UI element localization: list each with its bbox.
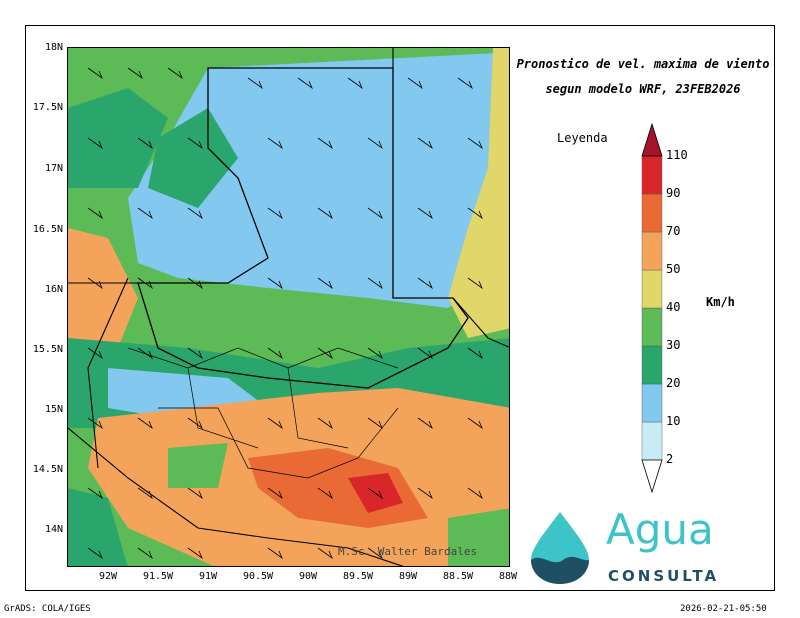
neighbor-border: [68, 48, 509, 469]
color-bar-label: 30: [666, 338, 681, 352]
color-bar-segment: [641, 155, 663, 195]
lon-label: 89.5W: [342, 571, 374, 582]
color-bar-label: 10: [666, 414, 681, 428]
pacific-coastline: [68, 427, 404, 566]
wind-field-layer: [68, 48, 509, 566]
lat-label: 14.5N: [32, 464, 63, 475]
lat-label: 15.5N: [32, 344, 63, 355]
color-bar: [641, 122, 663, 494]
moderate-wind-southeast: [448, 508, 509, 566]
color-bar-label: 70: [666, 224, 681, 238]
agua-consulta-logo: [531, 512, 589, 584]
color-bar-segment: [641, 193, 663, 233]
timestamp: 2026-02-21-05:50: [680, 604, 767, 614]
color-bar-label: 110: [666, 148, 688, 162]
moderate-wind-patch: [148, 108, 238, 208]
color-bar-label: 90: [666, 186, 681, 200]
color-bar-label: 40: [666, 300, 681, 314]
legend-title: Leyenda: [557, 131, 608, 145]
color-bar-label: 20: [666, 376, 681, 390]
department-borders: [127, 347, 399, 479]
color-bar-bottom-arrow: [641, 459, 663, 494]
lon-label: 89W: [398, 571, 418, 582]
lat-label: 16N: [44, 284, 63, 295]
color-bar-label: 2: [666, 452, 674, 466]
wind-speed-map: [67, 47, 510, 567]
lat-label: 16.5N: [32, 224, 63, 235]
lat-label: 18N: [44, 42, 63, 53]
logo-subtitle: CONSULTA: [608, 567, 720, 585]
lat-label: 14N: [44, 524, 63, 535]
lon-label: 90W: [298, 571, 318, 582]
color-bar-segment: [641, 269, 663, 309]
moderate-wind-south-patch: [168, 443, 228, 488]
low-wind-zone-north: [128, 53, 498, 308]
color-bar-segment: [641, 421, 663, 461]
color-bar-segment: [641, 307, 663, 347]
map-title-line2: segun modelo WRF, 23FEB2026: [545, 82, 741, 96]
lon-label: 91.5W: [142, 571, 174, 582]
strong-wind-west: [68, 228, 138, 348]
map-author: M.Sc. Walter Bardales: [338, 545, 478, 558]
color-bar-label: 50: [666, 262, 681, 276]
color-bar-segment: [641, 231, 663, 271]
map-title-line1: Pronostico de vel. maxima de viento: [516, 57, 770, 71]
lon-label: 88.5W: [442, 571, 474, 582]
lat-label: 17.5N: [32, 102, 63, 113]
lon-label: 91W: [198, 571, 218, 582]
moderate-wind-west: [68, 88, 168, 188]
color-bar-segment: [641, 383, 663, 423]
wind-barbs: [87, 67, 483, 560]
strong-wind-east: [448, 48, 509, 338]
logo-wordmark: Agua: [606, 505, 714, 554]
lat-label: 15N: [44, 404, 63, 415]
software-credit: GrADS: COLA/IGES: [4, 604, 91, 614]
lon-label: 92W: [98, 571, 118, 582]
low-wind-patch: [328, 168, 428, 248]
lat-label: 17N: [44, 163, 63, 174]
country-border: [137, 67, 469, 389]
lon-label: 90.5W: [242, 571, 274, 582]
moderate-wind-southwest: [68, 488, 128, 566]
legend-units: Km/h: [706, 295, 735, 309]
lon-label: 88W: [498, 571, 518, 582]
plot-frame: [25, 25, 775, 591]
color-bar-segment: [641, 345, 663, 385]
color-bar-top-arrow: [641, 122, 663, 157]
